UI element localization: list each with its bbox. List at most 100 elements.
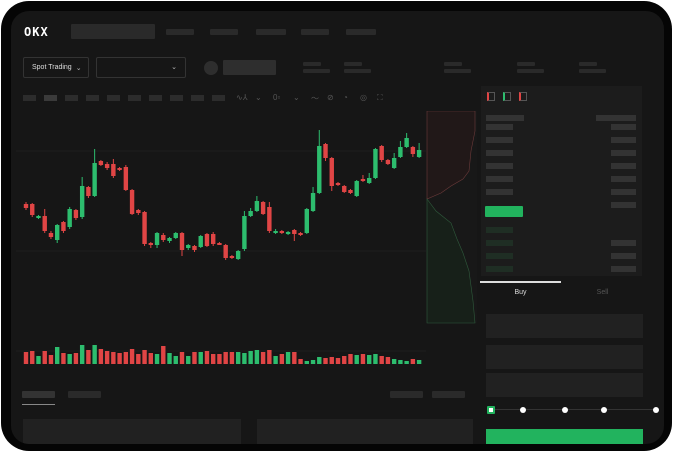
gauge-icon[interactable]: ◔ (343, 93, 348, 102)
candle-body (104, 164, 110, 168)
filter-button[interactable] (390, 391, 423, 398)
volume-bar (36, 356, 41, 364)
pair-dropdown[interactable]: ⌄ (96, 57, 186, 78)
okx-logo[interactable]: OKX (24, 25, 49, 39)
orderbook-asks-view-icon[interactable] (519, 92, 527, 101)
slider-step-100[interactable] (653, 407, 659, 413)
nav-item[interactable] (346, 29, 376, 35)
ruler-icon[interactable]: ⊘ (327, 93, 334, 102)
chevron-down-icon[interactable]: ⌄ (293, 93, 300, 102)
candle-body (354, 181, 359, 196)
nav-item[interactable] (210, 29, 238, 35)
order-card (257, 419, 473, 444)
timeframe-button[interactable] (170, 95, 183, 101)
interval-icon[interactable]: 0▫ (273, 93, 281, 102)
tab-open-orders[interactable] (22, 391, 55, 398)
candle-body (148, 243, 153, 245)
candle-body (98, 161, 104, 165)
orderbook-both-view-icon[interactable] (487, 92, 495, 101)
volume-bar (360, 354, 366, 364)
line-tool-icon[interactable]: 〜 (311, 94, 319, 103)
nav-item[interactable] (301, 29, 329, 35)
indicator-icon[interactable]: ∿⅄ (236, 93, 248, 102)
volume-bar (217, 354, 222, 364)
leverage-slider-track[interactable] (491, 409, 657, 410)
slider-step-25[interactable] (520, 407, 526, 413)
tab-order-history[interactable] (68, 391, 101, 398)
tab-buy[interactable]: Buy (480, 281, 561, 301)
buy-submit-button[interactable] (486, 429, 643, 444)
candle-body (367, 178, 372, 183)
timeframe-button[interactable] (191, 95, 204, 101)
tab-sell[interactable]: Sell (596, 289, 609, 296)
bid-price (486, 240, 513, 246)
leverage-slider-handle[interactable] (487, 406, 495, 414)
timeframe-button[interactable] (44, 95, 57, 101)
volume-bar (204, 351, 210, 364)
candlestick-chart[interactable] (11, 111, 481, 376)
volume-bar (111, 352, 116, 364)
timeframe-button[interactable] (23, 95, 36, 101)
candle-body (186, 245, 191, 248)
volume-bar (142, 350, 147, 364)
volume-bar (123, 352, 129, 364)
volume-bar (304, 361, 309, 364)
price-input[interactable] (486, 314, 643, 338)
market-type-dropdown[interactable]: Spot Trading ⌄ (23, 57, 89, 78)
candle-body (179, 233, 185, 250)
timeframe-button[interactable] (149, 95, 162, 101)
volume-bar (30, 351, 35, 364)
volume-bar (391, 359, 397, 364)
orderbook-amount-header (596, 115, 636, 121)
candle-body (61, 222, 66, 231)
volume-bar (61, 353, 66, 364)
slider-step-50[interactable] (562, 407, 568, 413)
timeframe-button[interactable] (65, 95, 78, 101)
ask-price (486, 137, 513, 143)
ask-amount (611, 202, 636, 208)
candle-body (273, 231, 278, 233)
bid-price (486, 227, 513, 233)
depth-asks-area (426, 111, 476, 200)
filter-button[interactable] (432, 391, 465, 398)
volume-bar (42, 351, 47, 364)
stat-label (444, 62, 462, 66)
timeframe-button[interactable] (212, 95, 225, 101)
candle-body (79, 186, 85, 217)
volume-bar (416, 360, 422, 364)
candle-body (298, 233, 303, 235)
nav-item[interactable] (166, 29, 194, 35)
slider-step-75[interactable] (601, 407, 607, 413)
volume-bar (385, 357, 391, 364)
volume-bar (398, 360, 403, 364)
candle-body (391, 158, 397, 168)
orderbook-bids-view-icon[interactable] (503, 92, 511, 101)
volume-bar (167, 353, 172, 364)
candle-body (173, 233, 178, 238)
candle-body (398, 147, 403, 157)
fullscreen-icon[interactable]: ⛶ (377, 93, 383, 102)
volume-bar (373, 354, 378, 364)
candle-body (260, 202, 266, 214)
candle-body (123, 167, 129, 190)
volume-bar (229, 352, 235, 364)
search-bar[interactable] (71, 24, 155, 39)
volume-bar (48, 355, 54, 364)
timeframe-button[interactable] (107, 95, 120, 101)
candle-body (86, 187, 91, 196)
timeframe-button[interactable] (86, 95, 99, 101)
total-input[interactable] (486, 373, 643, 397)
candle-body (248, 211, 253, 216)
volume-bar (292, 352, 297, 364)
volume-bar (104, 351, 110, 364)
chart-type-icon[interactable]: ⌄ (255, 93, 262, 102)
candle-body (204, 234, 210, 246)
settings-icon[interactable]: ◎ (360, 93, 367, 102)
candle-body (154, 233, 160, 245)
timeframe-button[interactable] (128, 95, 141, 101)
amount-input[interactable] (486, 345, 643, 369)
candle-body (348, 190, 353, 193)
volume-bar (86, 350, 91, 364)
nav-item[interactable] (256, 29, 286, 35)
volume-bar (79, 345, 85, 364)
